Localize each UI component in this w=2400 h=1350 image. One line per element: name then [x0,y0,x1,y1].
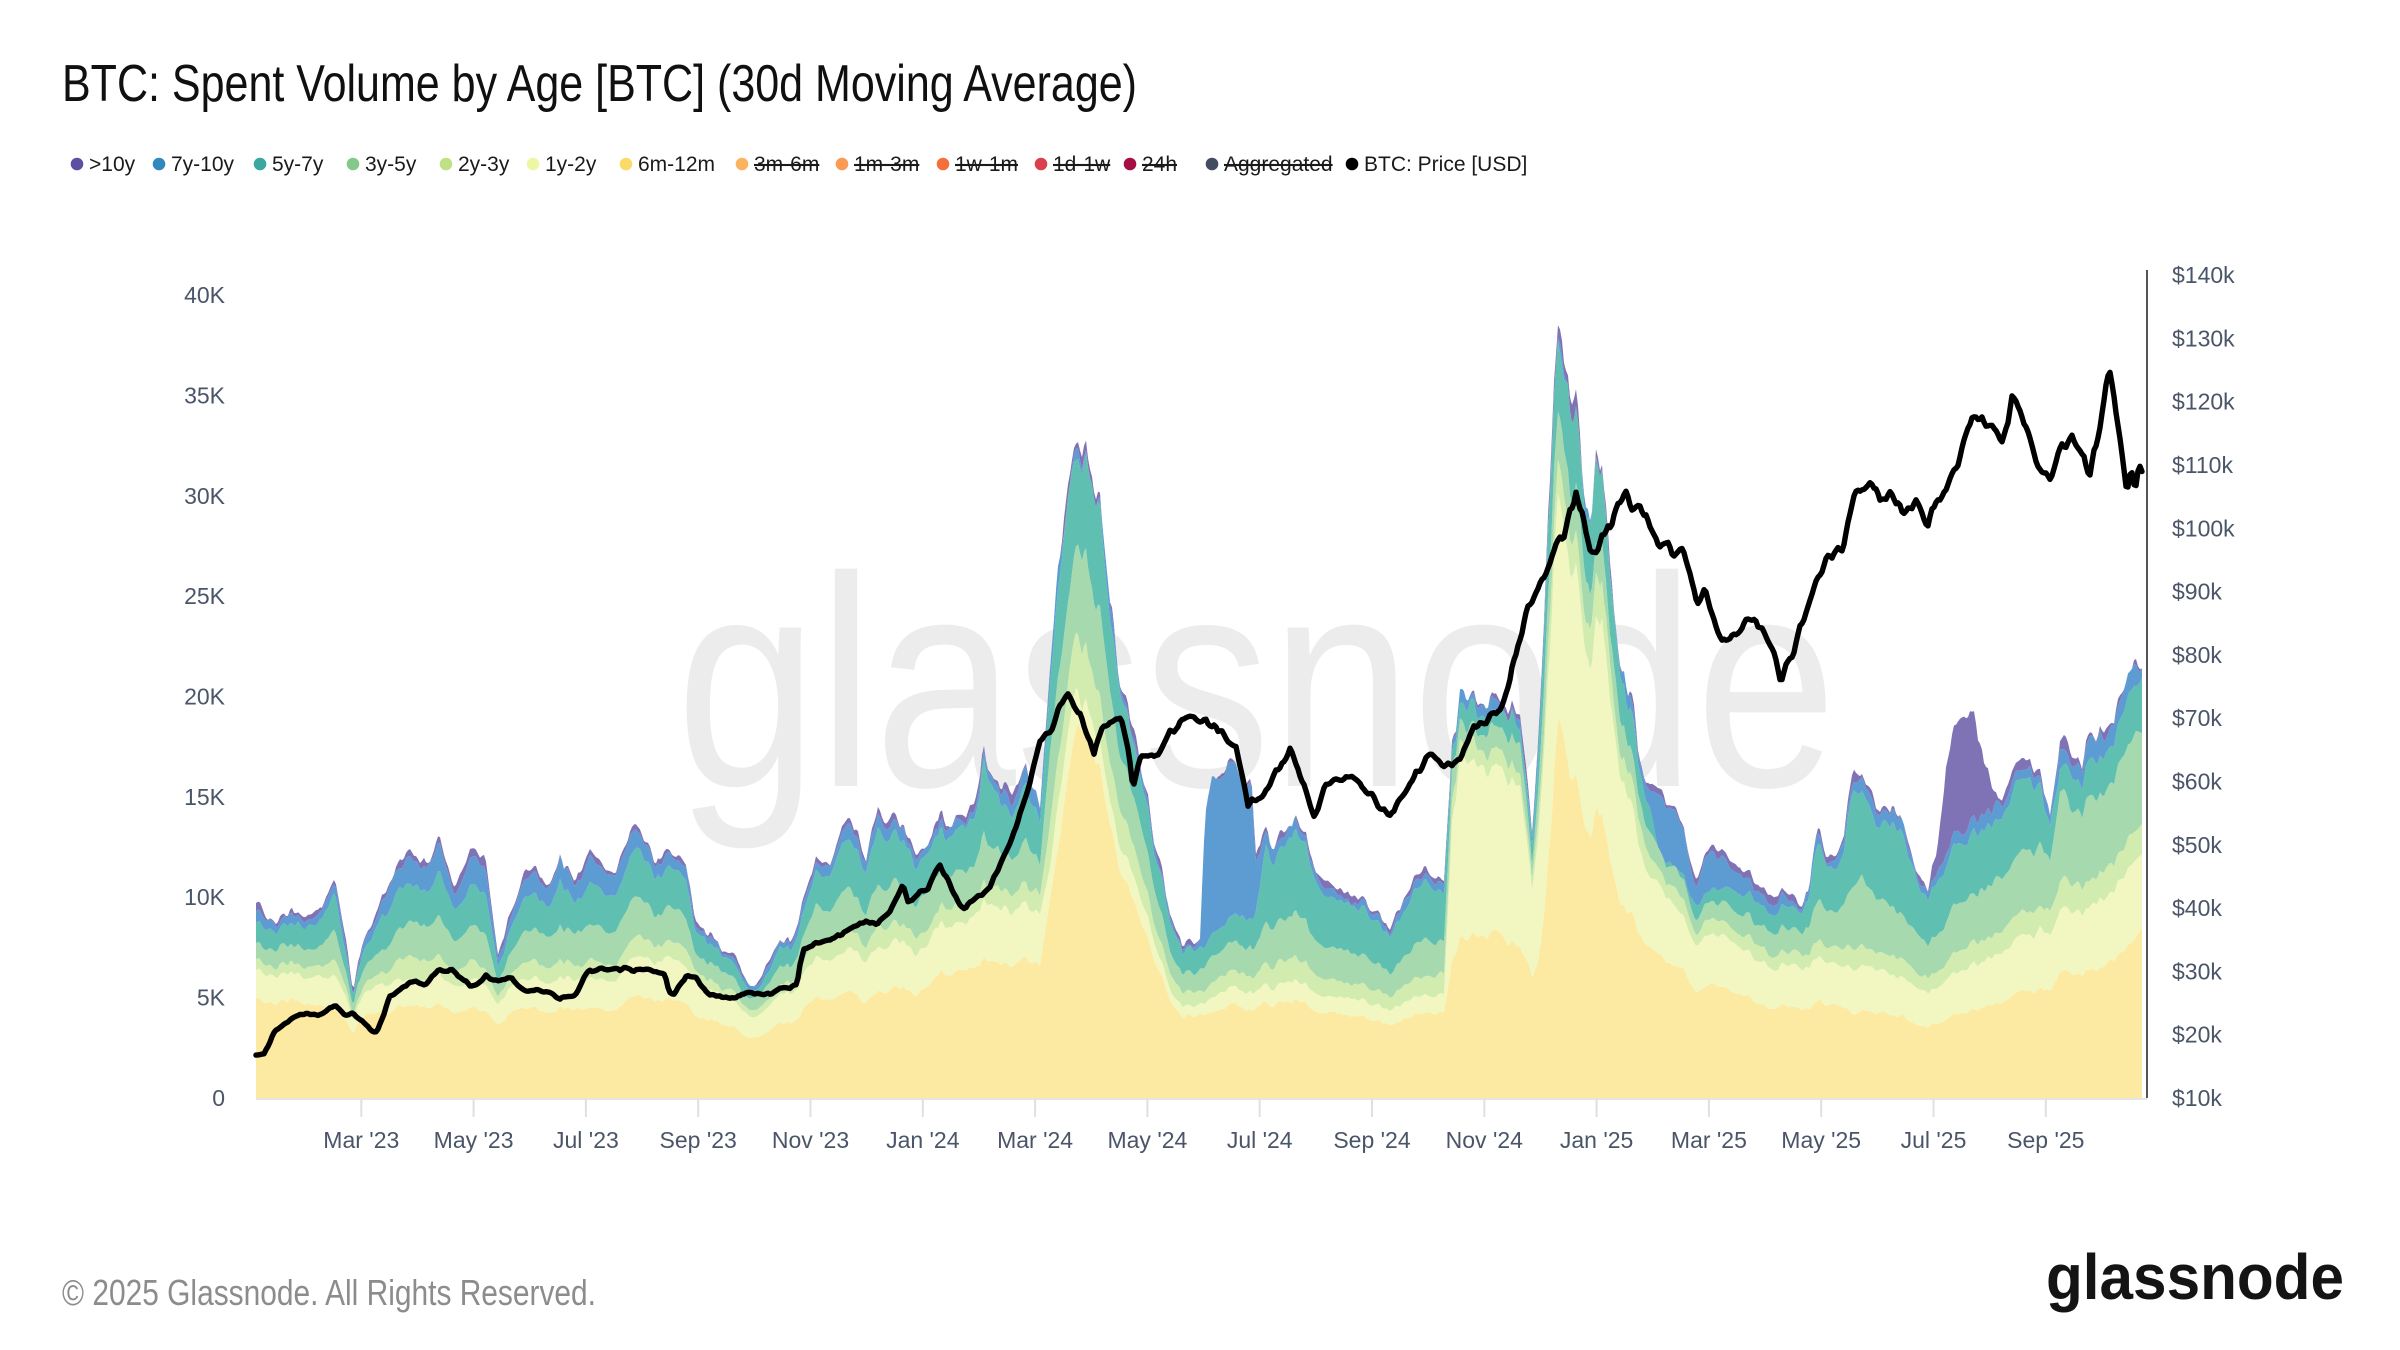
svg-text:Sep '25: Sep '25 [2007,1127,2084,1153]
svg-text:Sep '24: Sep '24 [1333,1127,1410,1153]
svg-text:Mar '25: Mar '25 [1671,1127,1747,1153]
svg-text:>10y: >10y [89,153,136,176]
svg-text:Sep '23: Sep '23 [660,1127,737,1153]
svg-text:24h: 24h [1142,153,1177,176]
svg-text:Jan '25: Jan '25 [1560,1127,1633,1153]
svg-text:BTC: Price [USD]: BTC: Price [USD] [1364,153,1527,176]
svg-text:Mar '23: Mar '23 [323,1127,399,1153]
svg-text:1d-1w: 1d-1w [1053,153,1111,176]
svg-text:$130k: $130k [2172,325,2235,351]
svg-text:$140k: $140k [2172,262,2235,288]
svg-text:6m-12m: 6m-12m [638,153,715,176]
svg-text:15K: 15K [184,784,226,810]
svg-text:20K: 20K [184,684,226,710]
svg-text:10K: 10K [184,884,226,910]
svg-text:25K: 25K [184,583,226,609]
svg-text:$110k: $110k [2172,452,2233,478]
svg-text:35K: 35K [184,382,226,408]
svg-text:© 2025 Glassnode. All Rights R: © 2025 Glassnode. All Rights Reserved. [62,1272,596,1313]
svg-text:$50k: $50k [2172,832,2222,858]
svg-text:May '24: May '24 [1107,1127,1187,1153]
svg-text:Jul '23: Jul '23 [553,1127,619,1153]
svg-text:2y-3y: 2y-3y [458,153,510,176]
svg-text:$90k: $90k [2172,579,2222,605]
svg-text:Jan '24: Jan '24 [886,1127,960,1153]
svg-text:Nov '24: Nov '24 [1446,1127,1523,1153]
svg-text:40K: 40K [184,282,226,308]
svg-text:May '23: May '23 [434,1127,514,1153]
svg-text:1w-1m: 1w-1m [955,153,1018,176]
svg-text:glassnode: glassnode [2046,1241,2344,1313]
svg-text:$20k: $20k [2172,1022,2222,1048]
svg-text:May '25: May '25 [1781,1127,1861,1153]
svg-text:$10k: $10k [2172,1085,2222,1111]
svg-text:Mar '24: Mar '24 [997,1127,1073,1153]
svg-text:1y-2y: 1y-2y [545,153,597,176]
svg-text:$120k: $120k [2172,389,2235,415]
svg-text:Jul '25: Jul '25 [1901,1127,1967,1153]
svg-text:$60k: $60k [2172,769,2222,795]
svg-text:$70k: $70k [2172,705,2222,731]
svg-text:30K: 30K [184,483,226,509]
svg-text:BTC: Spent Volume by Age [BTC]: BTC: Spent Volume by Age [BTC] (30d Movi… [62,55,1137,113]
svg-text:1m-3m: 1m-3m [854,153,919,176]
svg-text:Aggregated: Aggregated [1224,153,1333,176]
svg-text:Jul '24: Jul '24 [1227,1127,1293,1153]
svg-text:5K: 5K [197,985,226,1011]
svg-text:$80k: $80k [2172,642,2222,668]
svg-text:$40k: $40k [2172,895,2222,921]
svg-text:3y-5y: 3y-5y [365,153,417,176]
svg-text:$100k: $100k [2172,515,2235,541]
svg-text:7y-10y: 7y-10y [171,153,235,176]
svg-text:$30k: $30k [2172,958,2222,984]
svg-text:5y-7y: 5y-7y [272,153,324,176]
svg-text:Nov '23: Nov '23 [772,1127,849,1153]
svg-text:3m-6m: 3m-6m [754,153,819,176]
svg-text:0: 0 [212,1085,225,1111]
